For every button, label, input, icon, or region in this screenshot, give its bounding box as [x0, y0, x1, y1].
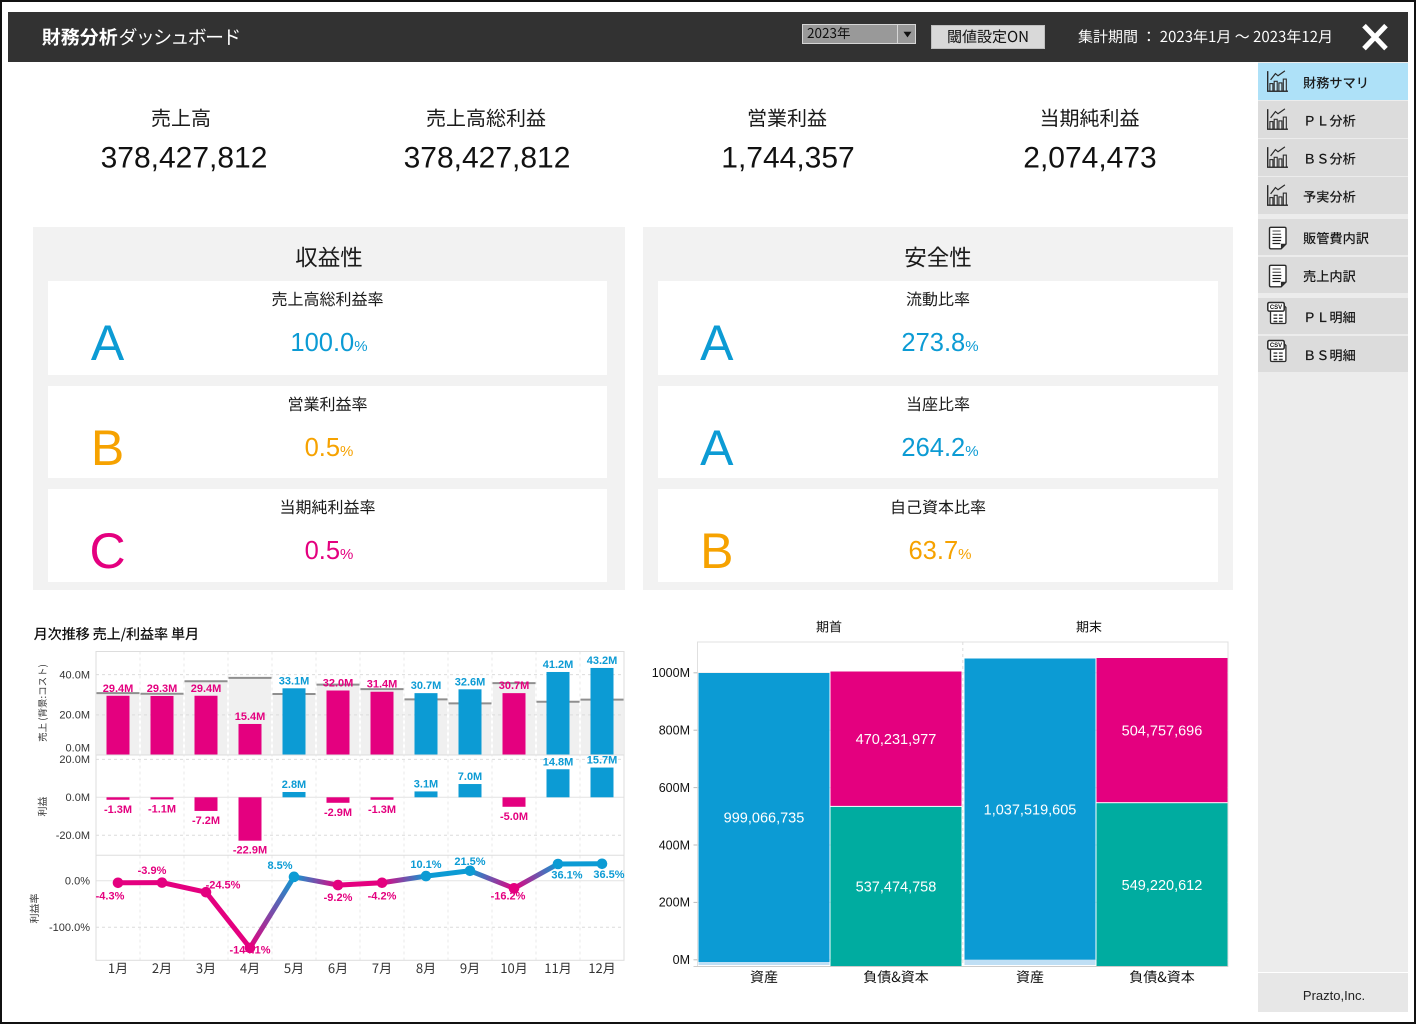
svg-text:-24.5%: -24.5% [206, 880, 241, 892]
svg-text:Prazto,Inc.: Prazto,Inc. [1303, 988, 1365, 1003]
svg-text:A: A [91, 315, 125, 371]
svg-text:273.8%: 273.8% [901, 329, 978, 357]
svg-text:29.4M: 29.4M [191, 683, 222, 695]
svg-text:600M: 600M [659, 781, 690, 795]
svg-text:0.0M: 0.0M [66, 743, 90, 755]
svg-text:7.0M: 7.0M [458, 771, 482, 783]
svg-text:14.8M: 14.8M [543, 756, 574, 768]
svg-text:-3.9%: -3.9% [138, 865, 167, 877]
svg-text:800M: 800M [659, 724, 690, 738]
svg-text:100.0%: 100.0% [290, 329, 367, 357]
svg-text:-9.2%: -9.2% [324, 892, 353, 904]
svg-text:36.5%: 36.5% [593, 869, 624, 881]
svg-text:32.0M: 32.0M [323, 678, 354, 690]
svg-text:63.7%: 63.7% [909, 537, 972, 565]
svg-text:A: A [700, 315, 734, 371]
svg-text:3.1M: 3.1M [414, 778, 438, 790]
svg-text:1,744,357: 1,744,357 [721, 141, 854, 174]
svg-text:C: C [90, 523, 126, 579]
svg-text:200M: 200M [659, 896, 690, 910]
svg-text:29.3M: 29.3M [147, 683, 178, 695]
svg-text:15.4M: 15.4M [235, 711, 266, 723]
svg-text:0.0M: 0.0M [66, 792, 90, 804]
svg-text:-20.0M: -20.0M [56, 830, 90, 842]
svg-text:-2.9M: -2.9M [324, 807, 352, 819]
svg-text:B: B [91, 420, 124, 476]
svg-text:549,220,612: 549,220,612 [1122, 878, 1203, 894]
svg-text:31.4M: 31.4M [367, 679, 398, 691]
svg-text:41.2M: 41.2M [543, 659, 574, 671]
svg-text:0M: 0M [673, 953, 690, 967]
svg-text:0.5%: 0.5% [305, 434, 354, 462]
svg-text:-1.3M: -1.3M [368, 804, 396, 816]
svg-text:-100.0%: -100.0% [49, 922, 90, 934]
svg-text:-5.0M: -5.0M [500, 811, 528, 823]
svg-text:20.0M: 20.0M [59, 710, 90, 722]
svg-text:-1.3M: -1.3M [104, 804, 132, 816]
svg-text:1,037,519,605: 1,037,519,605 [984, 802, 1077, 818]
svg-text:A: A [700, 420, 734, 476]
svg-text:30.7M: 30.7M [499, 680, 530, 692]
svg-text:-1.1M: -1.1M [148, 803, 176, 815]
svg-text:-4.3%: -4.3% [96, 890, 125, 902]
svg-text:10.1%: 10.1% [410, 859, 441, 871]
svg-text:43.2M: 43.2M [587, 655, 618, 667]
svg-text:21.5%: 21.5% [454, 856, 485, 868]
svg-text:20.0M: 20.0M [59, 754, 90, 766]
svg-text:378,427,812: 378,427,812 [101, 141, 268, 174]
svg-text:2.8M: 2.8M [282, 779, 306, 791]
svg-text:-4.2%: -4.2% [368, 890, 397, 902]
svg-text:32.6M: 32.6M [455, 676, 486, 688]
svg-text:30.7M: 30.7M [411, 680, 442, 692]
svg-text:378,427,812: 378,427,812 [404, 141, 571, 174]
svg-text:36.1%: 36.1% [551, 869, 582, 881]
svg-text:537,474,758: 537,474,758 [856, 880, 937, 896]
svg-text:264.2%: 264.2% [901, 434, 978, 462]
svg-text:0.0%: 0.0% [65, 876, 90, 888]
svg-text:15.7M: 15.7M [587, 755, 618, 767]
svg-text:1000M: 1000M [652, 666, 690, 680]
svg-text:2,074,473: 2,074,473 [1023, 141, 1156, 174]
svg-text:400M: 400M [659, 838, 690, 852]
svg-text:999,066,735: 999,066,735 [724, 811, 805, 827]
svg-text:8.5%: 8.5% [267, 860, 292, 872]
svg-text:B: B [700, 523, 733, 579]
svg-text:-7.2M: -7.2M [192, 815, 220, 827]
svg-text:504,757,696: 504,757,696 [1122, 723, 1203, 739]
svg-text:470,231,977: 470,231,977 [856, 732, 937, 748]
svg-text:29.4M: 29.4M [103, 683, 134, 695]
svg-text:-22.9M: -22.9M [233, 845, 267, 857]
svg-text:33.1M: 33.1M [279, 675, 310, 687]
svg-text:0.5%: 0.5% [305, 537, 354, 565]
svg-text:-16.2%: -16.2% [491, 890, 526, 902]
svg-text:40.0M: 40.0M [59, 669, 90, 681]
